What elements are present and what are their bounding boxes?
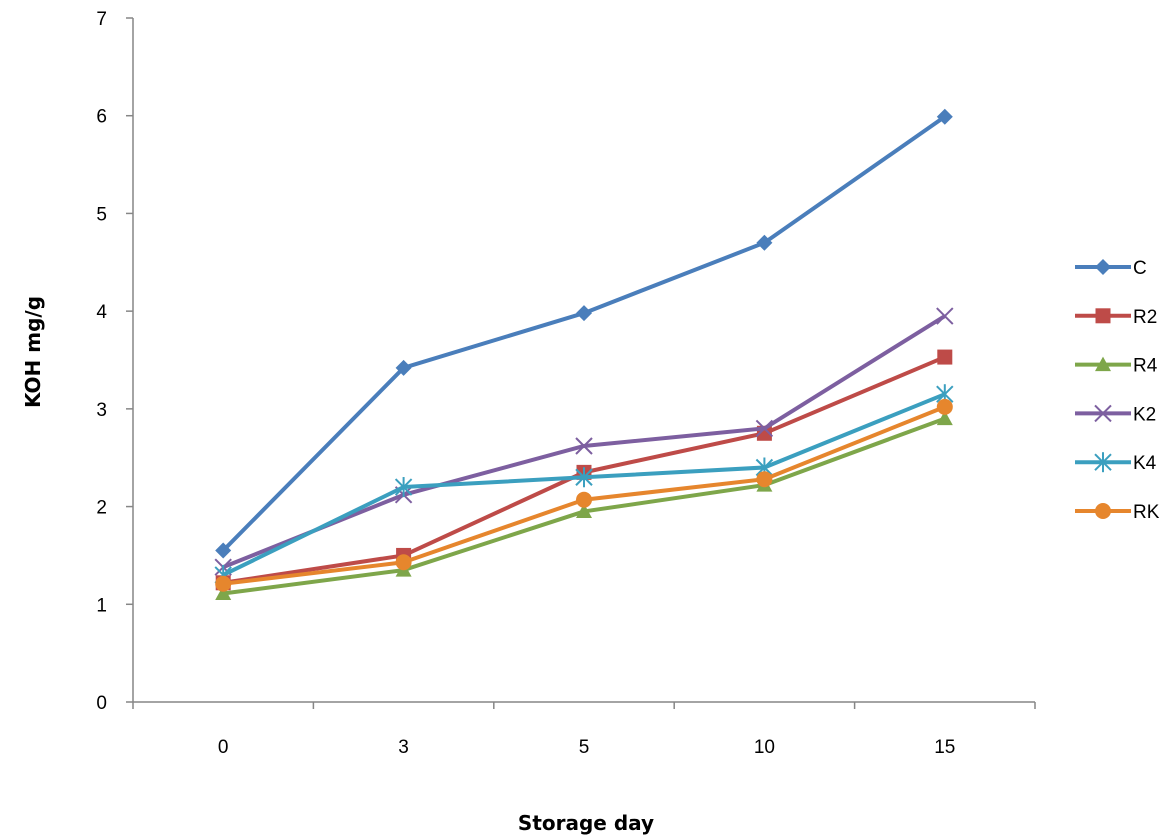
legend-item-c: C [1075, 258, 1147, 279]
data-point-r4 [936, 410, 953, 426]
y-tick-label: 3 [96, 400, 107, 421]
legend-label: R4 [1133, 356, 1158, 377]
data-point-c [576, 305, 592, 322]
legend-label: K4 [1133, 453, 1157, 474]
y-tick-label: 4 [96, 302, 107, 323]
data-point-k4 [394, 477, 413, 498]
data-point-k4 [575, 467, 593, 488]
x-axis-title: Storage day [518, 811, 654, 835]
data-point-c [756, 234, 773, 251]
y-tick-label: 1 [96, 595, 107, 616]
y-tick-label: 5 [96, 204, 107, 225]
legend-label: R2 [1133, 307, 1157, 328]
y-tick-label: 0 [96, 693, 107, 714]
data-point-rk [756, 471, 773, 488]
data-point-rk [395, 554, 412, 571]
x-tick-label: 10 [754, 737, 775, 758]
legend-item-r4: R4 [1075, 356, 1158, 377]
legend-item-k4: K4 [1075, 452, 1157, 474]
y-tick-label: 2 [96, 498, 107, 519]
data-point-c [395, 359, 412, 376]
series-k2 [214, 307, 954, 576]
data-point-r4 [576, 503, 592, 518]
y-tick-label: 6 [96, 107, 107, 128]
data-point-rk [215, 575, 232, 592]
y-axis-title: KOH mg/g [21, 296, 45, 408]
data-point-rk [576, 491, 592, 508]
data-point-k2 [575, 437, 593, 455]
legend-swatch-marker [1095, 503, 1111, 519]
data-point-k2 [755, 419, 774, 438]
series-layer [214, 108, 954, 601]
data-point-c [215, 542, 232, 559]
legend-label: RK [1133, 502, 1160, 523]
series-rk [215, 398, 953, 592]
x-tick-label: 0 [218, 737, 229, 758]
series-k4 [214, 384, 954, 585]
series-c [215, 108, 953, 559]
legend-swatch-marker [1094, 404, 1112, 423]
axes: 0 1 2 3 4 5 6 7 0 3 5 10 15 [96, 9, 1036, 758]
legend-swatch-marker [1094, 452, 1112, 473]
data-point-r2 [937, 349, 953, 365]
x-tick-label: 15 [934, 737, 955, 758]
data-point-k2 [936, 307, 954, 325]
y-tick-label: 7 [96, 9, 107, 30]
x-tick-label: 3 [398, 737, 409, 758]
legend: C R2 R4 K2 K4 RK [1075, 258, 1160, 523]
legend-swatch-marker [1095, 356, 1111, 372]
legend-swatch-marker [1095, 259, 1111, 275]
data-point-c [936, 108, 953, 125]
data-point-r4 [215, 585, 232, 601]
legend-item-r2: R2 [1075, 307, 1157, 328]
legend-swatch-marker [1095, 308, 1111, 324]
data-point-rk [936, 398, 953, 415]
legend-label: K2 [1133, 404, 1156, 425]
legend-item-k2: K2 [1075, 404, 1156, 425]
legend-label: C [1133, 258, 1147, 279]
x-tick-label: 5 [579, 737, 590, 758]
legend-item-rk: RK [1075, 502, 1160, 523]
